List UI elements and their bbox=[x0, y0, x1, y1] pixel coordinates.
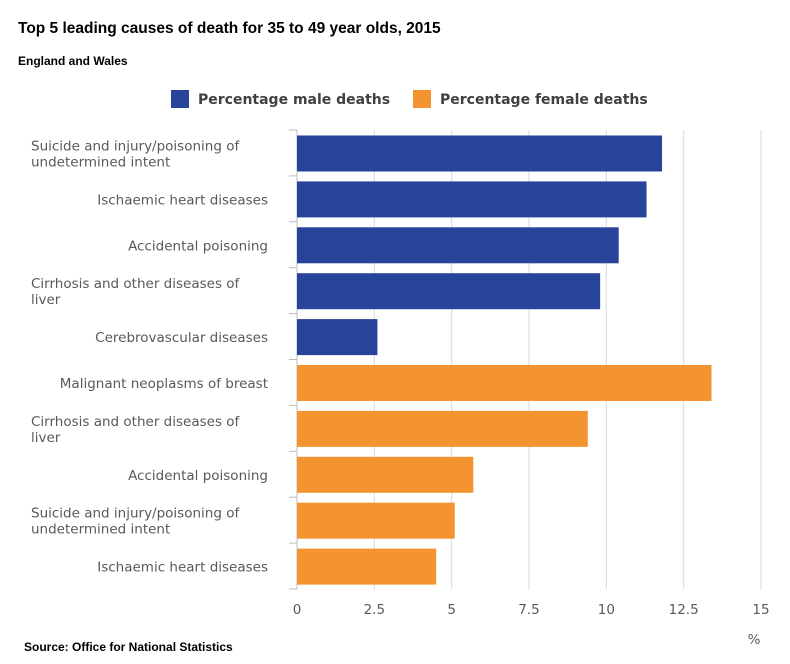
category-label: Accidental poisoning bbox=[128, 468, 268, 484]
category-label: Accidental poisoning bbox=[128, 238, 268, 254]
bar bbox=[297, 227, 619, 264]
x-tick-label: 12.5 bbox=[669, 602, 699, 618]
legend-swatch-female bbox=[413, 90, 431, 108]
category-label: Ischaemic heart diseases bbox=[97, 192, 268, 208]
category-label: Cirrhosis and other diseases of liver bbox=[31, 414, 241, 446]
legend-label-female: Percentage female deaths bbox=[440, 92, 648, 108]
x-tick-label: 10 bbox=[598, 602, 615, 618]
bar bbox=[297, 273, 601, 310]
bar bbox=[297, 410, 588, 447]
chart-title: Top 5 leading causes of death for 35 to … bbox=[18, 20, 441, 37]
legend-swatch-male bbox=[171, 90, 189, 108]
bar bbox=[297, 365, 712, 401]
category-label: Ischaemic heart diseases bbox=[97, 560, 268, 576]
x-tick-label: 0 bbox=[293, 602, 302, 618]
category-label: Suicide and injury/poisoning of undetermi… bbox=[31, 139, 240, 171]
x-tick-label: 15 bbox=[752, 602, 769, 618]
x-tick-label: 7.5 bbox=[518, 602, 539, 618]
category-label: Cerebrovascular diseases bbox=[95, 330, 268, 346]
bar bbox=[297, 181, 647, 218]
x-axis-label: % bbox=[748, 632, 761, 648]
category-label: Malignant neoplasms of breast bbox=[60, 376, 268, 392]
bar bbox=[297, 456, 474, 493]
bar bbox=[297, 548, 437, 585]
legend-label-male: Percentage male deaths bbox=[198, 92, 390, 108]
category-label: Cirrhosis and other diseases of liver bbox=[31, 276, 241, 308]
category-label: Suicide and injury/poisoning of undetermi… bbox=[31, 506, 240, 538]
bar bbox=[297, 135, 663, 172]
bar bbox=[297, 502, 455, 539]
x-tick-label: 5 bbox=[447, 602, 456, 618]
chart-subtitle: England and Wales bbox=[18, 54, 128, 68]
x-tick-label: 2.5 bbox=[364, 602, 385, 618]
bar bbox=[297, 319, 378, 356]
source-note: Source: Office for National Statistics bbox=[24, 640, 233, 654]
